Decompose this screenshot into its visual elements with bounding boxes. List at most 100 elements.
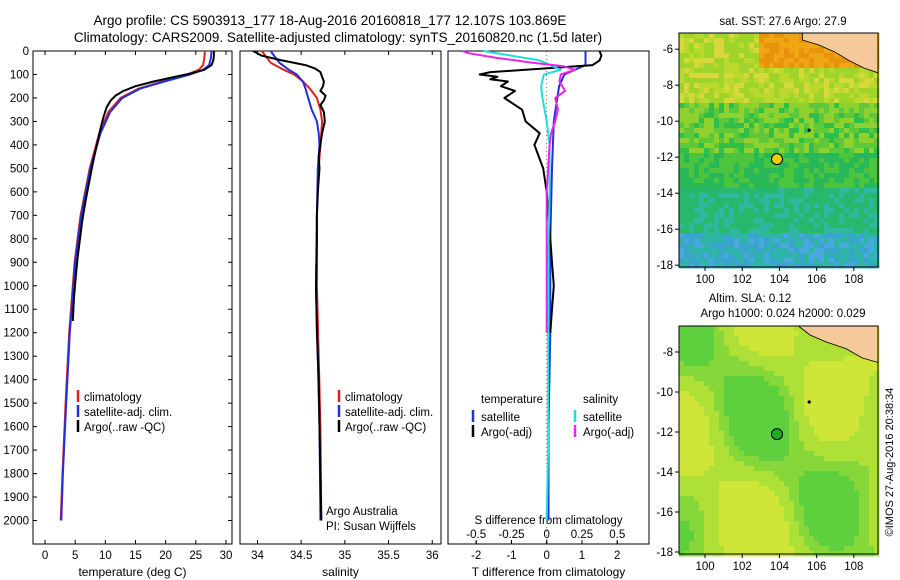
map-cell [804,248,810,254]
map-cell [704,411,710,417]
map-cell [859,153,865,159]
map-cell [799,83,805,89]
map-cell [769,168,775,174]
series-line-argo_s [461,50,576,333]
map-cell [789,346,795,352]
map-cell [714,148,720,154]
map-cell [709,476,715,482]
map-cell [759,243,765,249]
map-cell [714,68,720,74]
map-cell [729,541,735,547]
map-cell [754,511,760,517]
map-cell [759,108,765,114]
map-cell [824,511,830,517]
map-cell [679,376,685,382]
map-cell [779,441,785,447]
map-cell [774,411,780,417]
map-cell [684,108,690,114]
map-cell [839,386,845,392]
map-cell [684,401,690,407]
map-cell [764,386,770,392]
map-cell [829,411,835,417]
map-cell [759,476,765,482]
map-cell [789,253,795,259]
map-cell [779,133,785,139]
map-cell [814,108,820,114]
map-cell [754,491,760,497]
map-cell [824,133,830,139]
map-cell [874,511,880,517]
map-cell [844,108,850,114]
map-cell [684,148,690,154]
map-cell [834,426,840,432]
map-cell [779,496,785,502]
map-cell [714,416,720,422]
map-cell [819,431,825,437]
map-cell [849,138,855,144]
map-cell [864,426,870,432]
map-cell [754,93,760,99]
map-cell [759,123,765,129]
map-cell [684,213,690,219]
map-cell [874,456,880,462]
map-cell [779,486,785,492]
map-fills [679,32,880,557]
map-cell [774,218,780,224]
map-cell [679,83,685,89]
map-cell [854,113,860,119]
map-cell [799,371,805,377]
map-cell [749,148,755,154]
map-cell [809,168,815,174]
map-cell [789,446,795,452]
map-cell [869,188,875,194]
map-cell [719,446,725,452]
map-cell [784,371,790,377]
map-cell [679,233,685,239]
map-cell [829,138,835,144]
map-cell [834,456,840,462]
map-cell [849,73,855,79]
map-cell [824,58,830,64]
map-cell [774,88,780,94]
map-cell [694,401,700,407]
map-cell [844,88,850,94]
map-cell [759,446,765,452]
map-cell [779,341,785,347]
map-cell [759,253,765,259]
map-cell [684,128,690,134]
map-cell [799,411,805,417]
map-cell [684,371,690,377]
map-cell [809,233,815,239]
map-cell [719,148,725,154]
map-cell [784,153,790,159]
map-cell [679,536,685,542]
map-cell [844,416,850,422]
map-cell [834,238,840,244]
map-cell [864,243,870,249]
map-cell [824,536,830,542]
map-cell [729,63,735,69]
map-cell [834,361,840,367]
map-cell [794,78,800,84]
map-cell [789,113,795,119]
map-cell [704,401,710,407]
map-cell [804,43,810,49]
map-cell [704,431,710,437]
map-cell [754,238,760,244]
map-cell [719,411,725,417]
map-cell [719,143,725,149]
map-cell [809,491,815,497]
map-cell [824,128,830,134]
map-cell [839,511,845,517]
map-cell [789,326,795,332]
map-cell [834,381,840,387]
map-cell [799,456,805,462]
map-cell [854,501,860,507]
map-cell [789,356,795,362]
map-cell [744,253,750,259]
map-cell [849,466,855,472]
map-cell [729,173,735,179]
map-cell [734,326,740,332]
map-cell [859,516,865,522]
map-cell [784,541,790,547]
